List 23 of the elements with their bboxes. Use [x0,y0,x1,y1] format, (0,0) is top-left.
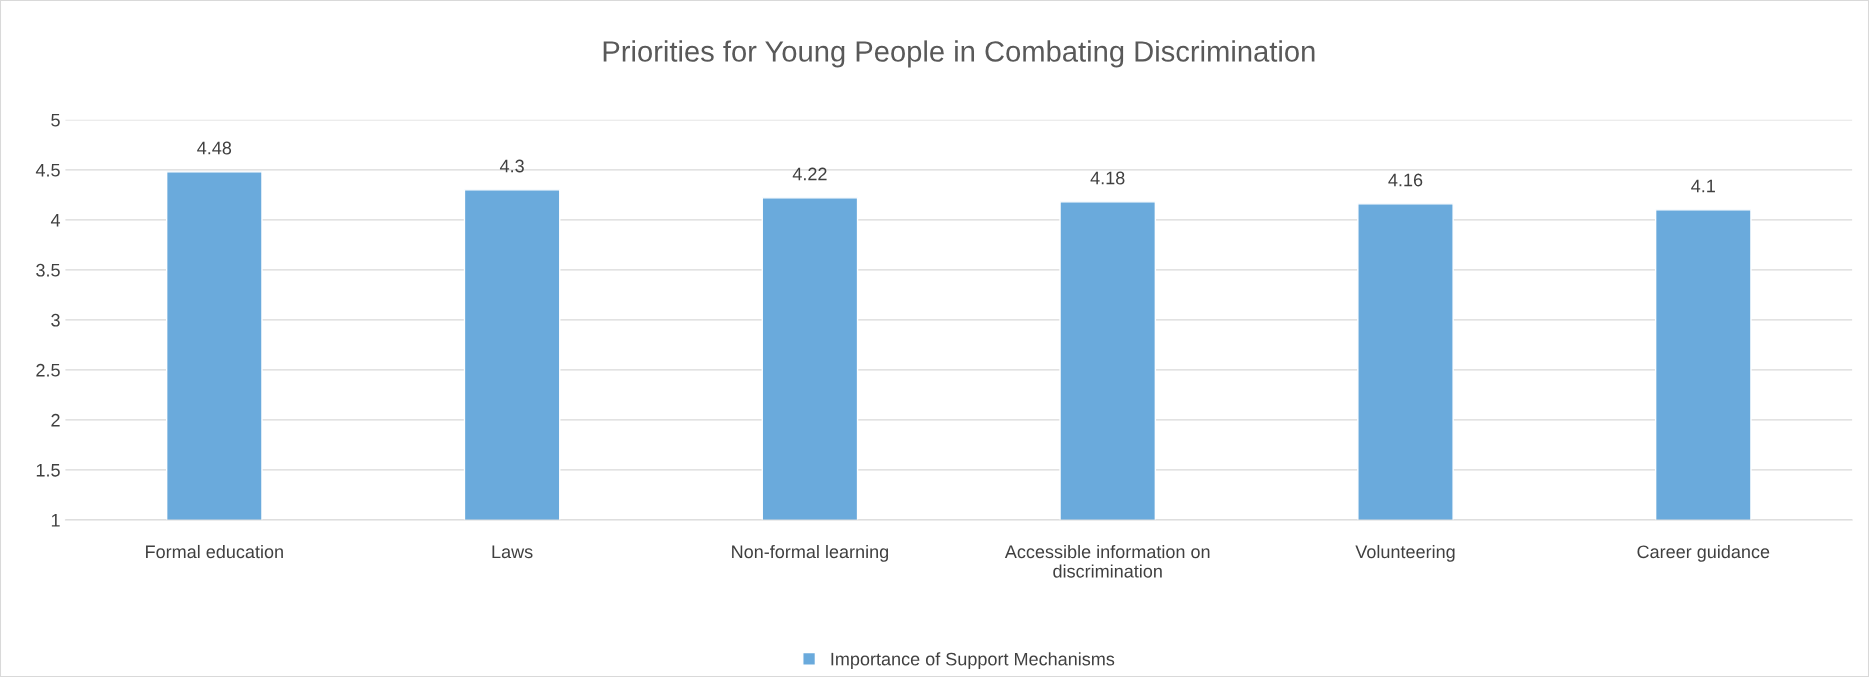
data-label: 4.3 [499,159,524,173]
y-tick-label: 3 [51,313,60,327]
y-tick-label: 5 [51,113,60,127]
y-tick-label: 2.5 [36,363,60,377]
y-tick-label: 1 [51,514,60,527]
data-label: 4.1 [1691,179,1715,193]
y-tick-label: 4 [50,213,61,227]
x-tick-label: Volunteering [1355,544,1455,562]
x-tick-label: Accessible information on discrimination [1004,544,1210,578]
y-tick-label: 3.5 [36,263,60,277]
data-label: 4.16 [1388,173,1423,187]
x-tick-label: Non-formal learning [732,544,889,562]
legend-label: Importance of Support Mechanisms [831,652,1115,670]
x-tick-label: Formal education [146,544,283,559]
x-tick-label: Laws [492,545,533,559]
x-tick-label: Career guidance [1637,544,1770,562]
y-tick-label: 4.5 [35,163,60,177]
chart-title: Priorities for Young People in Combating Discrimination [603,40,1315,68]
data-label: 4.22 [792,167,827,181]
data-label: 4.48 [197,141,232,155]
y-tick-label: 1.5 [36,464,60,477]
data-label: 4.18 [1090,171,1125,185]
y-tick-label: 2 [51,413,60,427]
